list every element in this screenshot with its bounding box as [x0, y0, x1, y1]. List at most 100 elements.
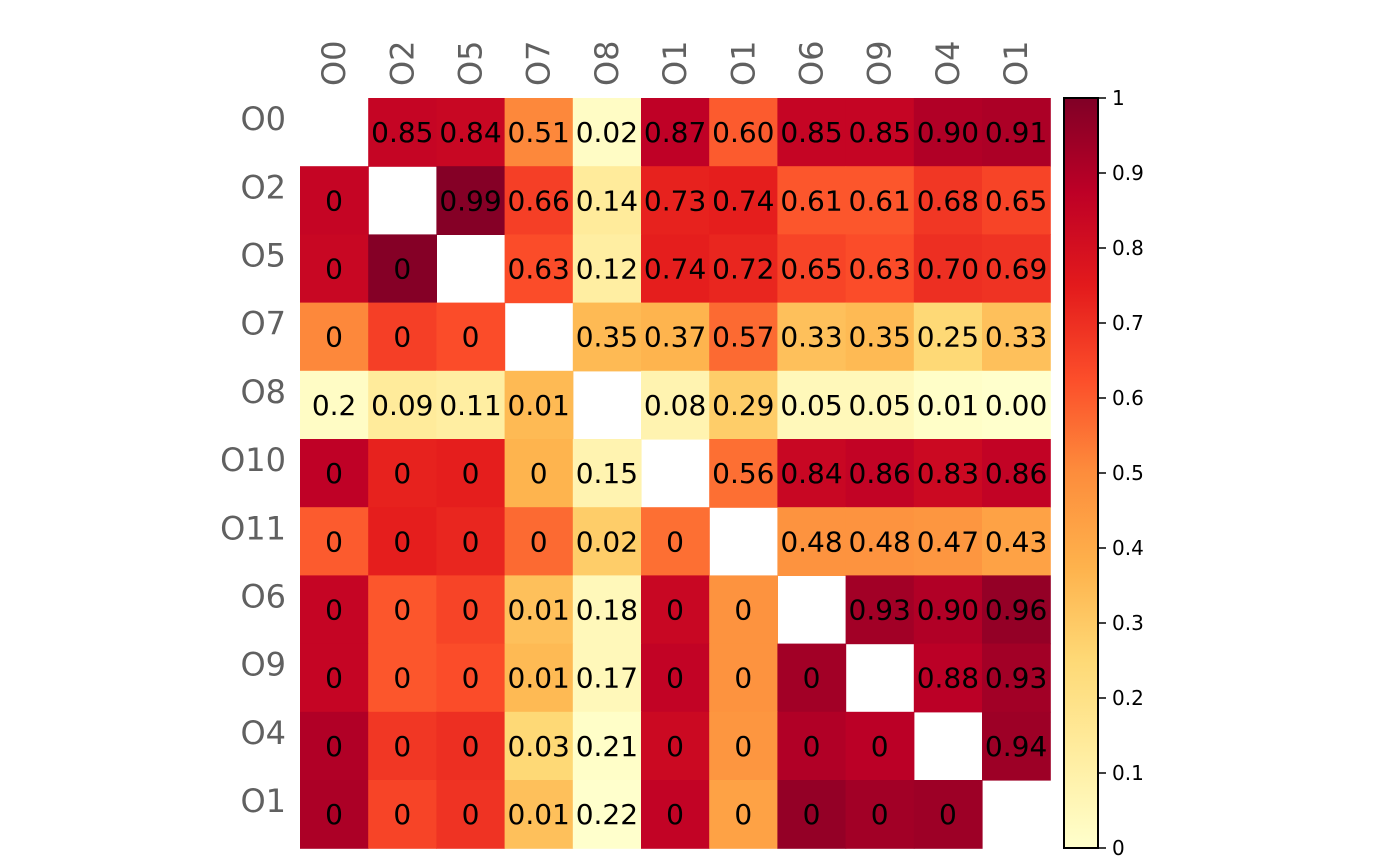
cell-label-r5-c9: 0.83: [917, 457, 979, 490]
heatmap-cell-r9-c4: [572, 711, 642, 781]
heatmap-cell-r10-c7: [777, 780, 847, 849]
colorbar-gradient: [1063, 97, 1099, 849]
heatmap-cell-r8-c0: [300, 643, 369, 713]
heatmap-cell-r1-c0: [300, 166, 369, 235]
cell-label-r3-c4: 0.35: [576, 321, 638, 354]
heatmap-cell-r6-c2: [436, 507, 506, 576]
heatmap-cell-r6-c10: [982, 507, 1051, 576]
column-label-1: O2: [383, 40, 421, 86]
heatmap-cell-r8-c2: [436, 643, 506, 713]
cell-label-r6-c8: 0.48: [849, 525, 911, 558]
heatmap-cell-r4-c5: [641, 370, 710, 440]
column-label-4: O8: [588, 40, 626, 86]
cell-label-r5-c3: 0: [530, 457, 548, 490]
cell-label-r3-c0: 0: [325, 321, 343, 354]
heatmap-cell-r0-c9: [913, 98, 983, 167]
heatmap-cell-r8-c6: [709, 643, 778, 713]
cell-label-r4-c8: 0.05: [849, 389, 911, 422]
heatmap-cell-r0-c8: [845, 98, 915, 167]
heatmap-cell-r8-c1: [368, 643, 437, 713]
heatmap-cell-r1-c2: [436, 166, 506, 235]
colorbar-tick-label-10: 1: [1112, 86, 1125, 110]
heatmap-cell-r5-c1: [368, 439, 437, 508]
cell-label-r3-c5: 0.37: [644, 321, 706, 354]
cell-label-r3-c9: 0.25: [917, 321, 979, 354]
cell-label-r9-c1: 0: [393, 730, 411, 763]
colorbar-tick-label-0: 0: [1112, 836, 1125, 860]
heatmap-cell-r0-c5: [641, 98, 710, 167]
cell-label-r1-c9: 0.68: [917, 184, 979, 217]
heatmap-cell-r1-c3: [504, 166, 574, 235]
cell-label-r7-c5: 0: [666, 594, 684, 627]
heatmap-cell-r2-c5: [641, 234, 710, 304]
cell-label-r2-c7: 0.65: [780, 253, 842, 286]
cell-label-r8-c7: 0: [803, 662, 821, 695]
heatmap-cell-r9-c6: [709, 711, 778, 781]
cell-label-r4-c3: 0.01: [508, 389, 570, 422]
heatmap-cell-r7-c3: [504, 575, 574, 645]
row-labels: O0 O2 O5 O7 O8 O10 O11 O6 O9 O4 O1: [220, 100, 286, 820]
heatmap-cell-r4-c1: [368, 370, 437, 440]
heatmap-cell-r5-c6: [709, 439, 778, 508]
heatmap-cell-r1-c4: [572, 166, 642, 235]
cell-label-r10-c7: 0: [803, 798, 821, 831]
cell-label-r8-c4: 0.17: [576, 662, 638, 695]
cell-label-r1-c0: 0: [325, 184, 343, 217]
cell-label-r1-c6: 0.74: [712, 184, 774, 217]
heatmap-cell-r9-c0: [300, 711, 369, 781]
row-label-9: O4: [240, 714, 286, 752]
heatmap-cell-r10-c0: [300, 780, 369, 849]
cell-label-r1-c2: 0.99: [439, 184, 501, 217]
colorbar-tick-label-3: 0.3: [1112, 611, 1144, 635]
cell-label-r0-c2: 0.84: [439, 116, 501, 149]
heatmap-cell-r8-c7: [777, 643, 847, 713]
heatmap-cell-r6-c9: [913, 507, 983, 576]
cell-label-r8-c0: 0: [325, 662, 343, 695]
cell-label-r10-c2: 0: [462, 798, 480, 831]
cell-label-r4-c9: 0.01: [917, 389, 979, 422]
cell-label-r2-c0: 0: [325, 253, 343, 286]
cell-label-r10-c0: 0: [325, 798, 343, 831]
heatmap-cell-r9-c7: [777, 711, 847, 781]
heatmap-cell-r3-c1: [368, 302, 437, 372]
cell-label-r9-c7: 0: [803, 730, 821, 763]
cell-label-r8-c3: 0.01: [508, 662, 570, 695]
cell-label-r7-c3: 0.01: [508, 594, 570, 627]
column-label-5: O1: [656, 40, 694, 86]
cell-label-r0-c7: 0.85: [780, 116, 842, 149]
cell-label-r3-c8: 0.35: [849, 321, 911, 354]
cell-label-r0-c8: 0.85: [849, 116, 911, 149]
heatmap-cell-r9-c8: [845, 711, 915, 781]
heatmap-cell-r2-c4: [572, 234, 642, 304]
heatmap-cell-r3-c9: [913, 302, 983, 372]
cell-label-r5-c8: 0.86: [849, 457, 911, 490]
cell-label-r0-c4: 0.02: [576, 116, 638, 149]
cell-label-r6-c10: 0.43: [985, 525, 1047, 558]
cell-label-r2-c5: 0.74: [644, 253, 706, 286]
cell-label-r1-c4: 0.14: [576, 184, 638, 217]
heatmap-cell-r7-c0: [300, 575, 369, 645]
heatmap-cells: [300, 98, 1051, 849]
heatmap-cell-r1-c7: [777, 166, 847, 235]
cell-label-r3-c10: 0.33: [985, 321, 1047, 354]
column-label-6: O1: [724, 40, 762, 86]
heatmap-cell-r4-c9: [913, 370, 983, 440]
cell-label-r8-c9: 0.88: [917, 662, 979, 695]
row-label-8: O9: [240, 646, 286, 684]
cell-label-r5-c7: 0.84: [780, 457, 842, 490]
row-label-7: O6: [240, 578, 286, 616]
heatmap-cell-r7-c2: [436, 575, 506, 645]
cell-label-r8-c6: 0: [734, 662, 752, 695]
cell-label-r5-c0: 0: [325, 457, 343, 490]
heatmap-cell-r5-c3: [504, 439, 574, 508]
cell-label-r6-c5: 0: [666, 525, 684, 558]
cell-label-r1-c5: 0.73: [644, 184, 706, 217]
heatmap-cell-r4-c6: [709, 370, 778, 440]
colorbar: 0 0.1 0.2 0.3 0.4 0.5 0.6 0.7 0.8 0.9 1: [1063, 86, 1144, 860]
heatmap-cell-r3-c5: [641, 302, 710, 372]
heatmap-cell-r3-c2: [436, 302, 506, 372]
colorbar-tick-label-6: 0.6: [1112, 386, 1144, 410]
heatmap-cell-r1-c8: [845, 166, 915, 235]
cell-label-r10-c5: 0: [666, 798, 684, 831]
heatmap-cell-r10-c5: [641, 780, 710, 849]
